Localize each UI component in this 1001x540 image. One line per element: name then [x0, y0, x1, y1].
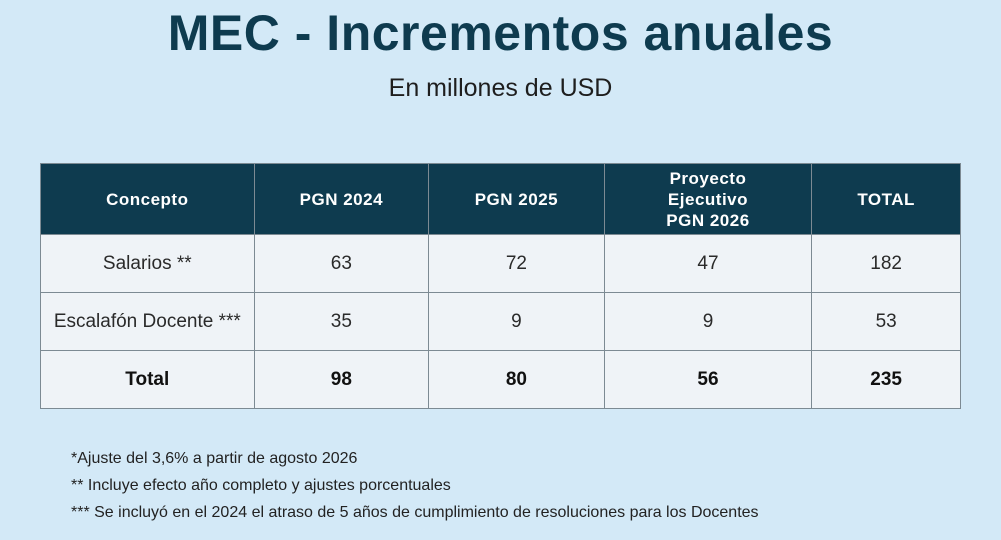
row-label-cell: Salarios **	[40, 234, 255, 293]
header-line: Ejecutivo	[667, 189, 749, 209]
value-cell: 72	[428, 234, 605, 293]
page-subtitle: En millones de USD	[388, 74, 613, 102]
header-line: Proyecto	[669, 168, 747, 188]
value-cell: 98	[253, 350, 430, 409]
value-cell: 53	[811, 292, 961, 351]
header-total: TOTAL	[811, 163, 961, 235]
value-cell: 47	[603, 234, 813, 293]
row-label-cell: Escalafón Docente ***	[40, 292, 255, 351]
total-row: Total 98 80 56 235	[40, 350, 961, 409]
table-row: Salarios ** 63 72 47 182	[40, 234, 961, 293]
value-cell: 35	[253, 292, 430, 351]
footnote: *** Se incluyó en el 2024 el atraso de 5…	[71, 504, 759, 521]
footnotes: *Ajuste del 3,6% a partir de agosto 2026…	[71, 450, 759, 531]
increments-table: Concepto PGN 2024 PGN 2025 Proyecto Ejec…	[40, 163, 961, 409]
value-cell: 9	[428, 292, 605, 351]
footnote: *Ajuste del 3,6% a partir de agosto 2026	[71, 450, 358, 467]
value-cell: 235	[811, 350, 961, 409]
table-row: Escalafón Docente *** 35 9 9 53	[40, 292, 961, 351]
value-cell: 56	[603, 350, 813, 409]
table-header-row: Concepto PGN 2024 PGN 2025 Proyecto Ejec…	[40, 163, 961, 235]
row-label-cell: Total	[40, 350, 255, 409]
header-concepto: Concepto	[40, 163, 255, 235]
value-cell: 63	[253, 234, 430, 293]
header-pgn-2025: PGN 2025	[428, 163, 605, 235]
value-cell: 9	[603, 292, 813, 351]
header-proyecto-pgn-2026: Proyecto Ejecutivo PGN 2026	[603, 163, 813, 235]
header-line: PGN 2026	[666, 210, 750, 230]
page-title: MEC - Incrementos anuales	[167, 5, 834, 61]
value-cell: 182	[811, 234, 961, 293]
value-cell: 80	[428, 350, 605, 409]
header-pgn-2024: PGN 2024	[253, 163, 430, 235]
footnote: ** Incluye efecto año completo y ajustes…	[71, 477, 451, 494]
